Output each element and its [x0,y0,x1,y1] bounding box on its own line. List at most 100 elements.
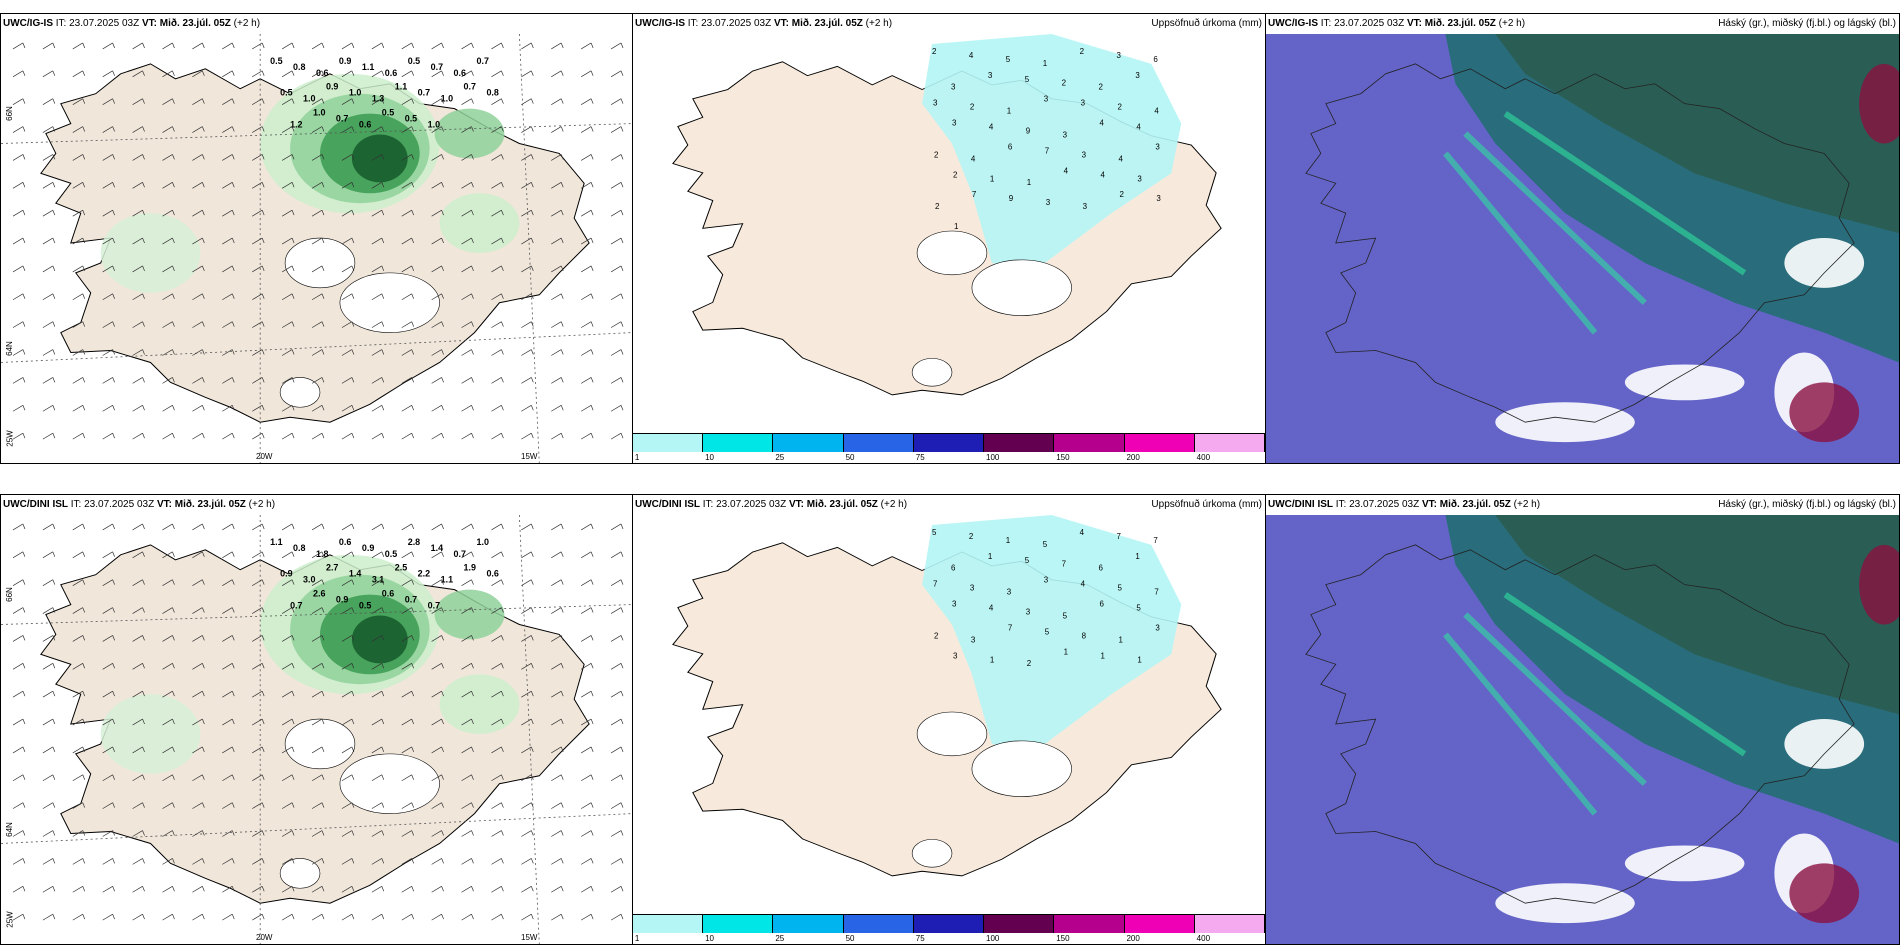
wind-barb [72,774,86,782]
precip-amount-label: 4 [1118,154,1123,163]
precip-amount-label: 4 [1101,170,1106,179]
valid-time: Mið. 23.júl. 05Z [1439,499,1511,510]
precip-amount-label: 2 [1119,190,1124,199]
wind-barb [162,154,175,161]
wind-barb [42,70,56,78]
valid-time: Mið. 23.júl. 05Z [159,18,231,29]
panel-header: UWC/DINI ISL IT: 23.07.2025 03Z VT: Mið.… [633,495,1265,515]
wind-barb [371,607,385,614]
wind-barb [610,377,624,384]
wind-barb [162,42,175,50]
precip-amount-label: 4 [1064,166,1069,175]
wind-barb [371,523,385,531]
precip-blob [351,134,408,183]
wind-barb [580,635,594,642]
wind-barb [102,321,115,328]
wind-barb [102,70,115,78]
wind-barb [491,237,504,245]
wind-barb [162,70,175,78]
glacier [279,377,321,408]
wind-barb [610,293,624,301]
wind-barb [580,321,594,328]
vt-label: VT: [1421,499,1437,510]
precip-value-label: 2.2 [418,569,430,579]
precip-value-label: 1.1 [362,62,374,72]
wind-barb [461,209,474,217]
precip-value-label: 0.9 [339,56,351,66]
wind-barb [521,690,534,698]
precip-amount-label: 7 [933,580,938,589]
wind-barb [42,579,56,586]
colorbar-tick-label: 100 [986,453,1000,462]
precip-amount-label: 6 [951,564,956,573]
wind-barb [341,293,355,301]
colorbar-tick-label: 400 [1196,453,1211,462]
glacier [911,358,953,387]
wind-barb [580,182,594,189]
wind-barb [491,377,504,384]
precip-amount-label: 3 [1026,608,1031,617]
wind-barb [132,321,145,328]
wind-barb [431,321,444,328]
wind-barb [461,98,474,105]
model-name: UWC/IG-IS [1268,18,1318,29]
wind-barb [521,70,534,78]
wind-barb [551,774,564,782]
precip-value-label: 0.5 [359,601,371,611]
wind-barb [371,551,385,559]
precip-amount-label: 4 [971,154,976,163]
wind-barb [192,209,205,217]
model-name: UWC/DINI ISL [635,499,700,510]
valid-time: Mið. 23.júl. 05Z [174,499,246,510]
wind-barb [252,858,265,865]
precip-amount-label: 3 [952,600,957,609]
wind-barb [580,209,594,217]
wind-barb [491,830,504,837]
wind-barb [252,774,265,782]
wind-barb [102,126,115,133]
wind-barb [521,885,534,893]
colorbar-swatch [1124,434,1195,452]
wind-barb [461,607,474,614]
wind-barb [311,98,325,105]
wind-barb [371,802,385,809]
wind-barb [491,321,504,328]
colorbar-swatch [1054,434,1125,452]
wind-barb [580,126,594,133]
colorbar-tick-label: 25 [775,934,785,943]
wind-barb [252,349,265,356]
wind-barb [12,182,26,189]
wind-barb [580,377,594,384]
wind-barb [222,607,235,614]
precip-value-label: 2.5 [395,563,407,573]
wind-barb [281,885,295,893]
lead-time: (+2 h) [1513,499,1541,510]
wind-barb [461,349,474,356]
wind-barb [162,746,175,754]
wind-barb [521,98,534,105]
wind-barb [551,154,564,161]
wind-barb [461,182,474,189]
wind-barb [401,70,415,78]
precip-amount-label: 2 [1099,83,1104,92]
precip-value-label: 0.7 [476,56,488,66]
wind-barb [431,913,444,921]
wind-barb [102,523,115,531]
wind-barb [252,42,265,50]
wind-barb [281,70,295,78]
wind-barb [491,774,504,782]
wind-barb [551,377,564,384]
wind-barb [491,265,504,273]
precip-value-label: 0.7 [431,62,443,72]
wind-barb [281,579,295,586]
precip-amount-label: 2 [953,170,958,179]
glacier [971,259,1072,316]
precip-amount-label: 5 [1006,55,1011,64]
wind-barb [132,885,145,893]
wind-barb [610,321,624,328]
wind-barb [491,746,504,754]
wind-barb [610,885,624,893]
wind-barb [12,237,26,245]
wind-barb [371,774,385,782]
wind-barb [72,718,86,726]
